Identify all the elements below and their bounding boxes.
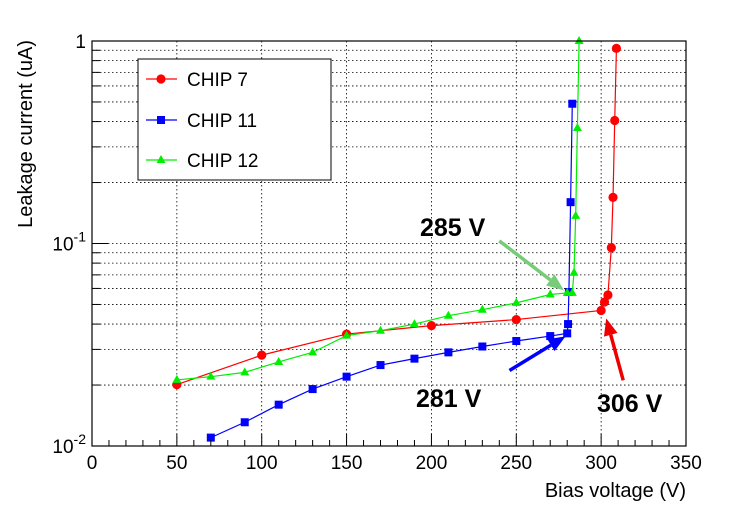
x-tick-label: 300 xyxy=(585,453,617,474)
data-point-chip-12 xyxy=(574,36,584,44)
data-point-chip-11 xyxy=(308,385,317,394)
data-point-chip-7 xyxy=(426,321,437,331)
annotation-arrowhead-281-v xyxy=(547,336,566,352)
data-point-chip-12 xyxy=(409,319,419,328)
data-point-chip-7 xyxy=(599,297,610,307)
legend-marker-chip-12 xyxy=(156,155,166,163)
legend-marker-chip-7 xyxy=(156,74,166,84)
data-point-chip-12 xyxy=(443,310,453,319)
data-point-chip-11 xyxy=(564,320,573,329)
annotation-arrowhead-306-v xyxy=(603,318,618,337)
x-axis-title: Bias voltage (V) xyxy=(545,480,686,502)
data-point-chip-12 xyxy=(511,297,521,306)
annotation-arrowhead-285-v xyxy=(546,274,564,291)
legend-entry-chip-12: CHIP 12 xyxy=(146,151,258,172)
x-tick-label: 150 xyxy=(331,453,363,474)
legend-label-chip-12: CHIP 12 xyxy=(187,151,258,172)
data-point-chip-7 xyxy=(257,350,267,360)
data-point-chip-11 xyxy=(376,361,385,370)
data-point-chip-11 xyxy=(240,418,249,427)
data-point-chip-11 xyxy=(546,332,555,341)
data-point-chip-12 xyxy=(545,289,555,298)
series-line-chip-11 xyxy=(210,103,573,439)
data-point-chip-12 xyxy=(274,356,284,365)
x-tick-label: 50 xyxy=(166,453,187,474)
data-point-chip-7 xyxy=(610,115,620,126)
legend-label-chip-11: CHIP 11 xyxy=(187,111,257,132)
data-point-chip-12 xyxy=(569,267,579,276)
legend: CHIP 7 CHIP 11 CHIP 12 xyxy=(137,58,332,181)
annotation-arrow-306-v xyxy=(609,334,625,381)
data-point-chip-7 xyxy=(611,43,622,53)
legend-entry-chip-11: CHIP 11 xyxy=(146,111,257,132)
y-tick-label: 1 xyxy=(75,32,86,53)
x-tick-label: 350 xyxy=(670,453,702,474)
annotation-label-285-v: 285 V xyxy=(420,214,486,242)
y-tick-label: 10-1 xyxy=(52,229,86,256)
data-point-chip-11 xyxy=(566,198,575,207)
annotation-label-306-v: 306 V xyxy=(597,390,663,418)
data-point-chip-7 xyxy=(511,314,521,325)
data-point-chip-7 xyxy=(603,290,613,300)
grid-lines xyxy=(92,41,686,446)
data-point-chip-12 xyxy=(342,330,352,339)
data-point-chip-11 xyxy=(478,342,487,351)
data-point-chip-11 xyxy=(568,99,577,108)
annotation-arrow-285-v xyxy=(498,239,552,282)
axes: 0 50 100 150 200 250 300 350 10-2 10-1 1 xyxy=(52,32,701,474)
series-layer xyxy=(172,36,622,442)
annotation-arrow-281-v xyxy=(508,343,552,372)
data-point-chip-12 xyxy=(571,210,581,219)
annotation-label-281-v: 281 V xyxy=(416,385,482,413)
data-point-chip-11 xyxy=(563,329,572,338)
x-tick-label: 100 xyxy=(246,453,278,474)
legend-marker-chip-11 xyxy=(157,116,165,124)
data-point-chip-11 xyxy=(274,400,283,409)
data-point-chip-12 xyxy=(376,325,386,334)
data-point-chip-12 xyxy=(240,367,250,376)
y-axis-title: Leakage current (uA) xyxy=(15,40,37,228)
data-point-chip-12 xyxy=(206,371,216,380)
data-point-chip-12 xyxy=(572,122,582,131)
x-tick-label: 250 xyxy=(500,453,532,474)
data-point-chip-11 xyxy=(444,348,453,357)
y-tick-label: 10-2 xyxy=(52,431,86,458)
annotations: 285 V 281 V 306 V xyxy=(416,214,663,418)
data-point-chip-12 xyxy=(567,287,577,296)
x-tick-label: 200 xyxy=(416,453,448,474)
x-tick-label: 0 xyxy=(87,453,98,474)
data-point-chip-11 xyxy=(342,372,351,381)
data-point-chip-11 xyxy=(410,354,419,363)
data-point-chip-7 xyxy=(606,243,616,253)
data-point-chip-12 xyxy=(477,304,487,313)
data-point-chip-7 xyxy=(608,192,618,202)
data-point-chip-12 xyxy=(308,347,318,356)
data-point-chip-7 xyxy=(596,305,606,316)
data-point-chip-11 xyxy=(206,433,215,442)
legend-label-chip-7: CHIP 7 xyxy=(187,70,248,91)
legend-entry-chip-7: CHIP 7 xyxy=(146,70,248,91)
series-line-chip-12 xyxy=(176,40,580,381)
data-point-chip-11 xyxy=(512,337,521,346)
data-point-chip-12 xyxy=(172,374,182,383)
